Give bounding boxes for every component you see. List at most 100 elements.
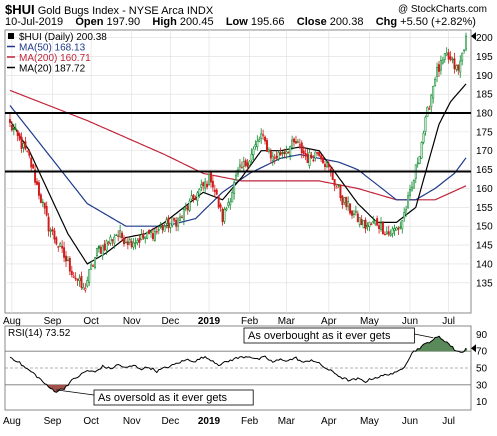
- rsi-y-tick-label: 50: [476, 364, 488, 375]
- candle-body: [380, 222, 382, 230]
- candle-body: [436, 67, 439, 77]
- candle-body: [264, 136, 267, 142]
- legend-label: MA(50) 168.13: [19, 43, 86, 54]
- candle-body: [428, 108, 431, 110]
- candle-body: [30, 157, 33, 168]
- candle-body: [169, 222, 172, 228]
- candle-body: [211, 180, 214, 188]
- candle-body: [63, 247, 66, 258]
- candle-body: [267, 149, 270, 152]
- price-y-tick-label: 155: [476, 203, 493, 214]
- candle-body: [223, 209, 226, 222]
- candle-body: [341, 195, 344, 205]
- candle-body: [254, 144, 257, 147]
- price-y-tick-label: 195: [476, 52, 493, 63]
- candle-body: [155, 231, 158, 233]
- candle-body: [343, 197, 346, 203]
- rsi-x-tick-label: Jul: [442, 416, 455, 427]
- candle-body: [14, 128, 17, 130]
- candle-body: [148, 229, 151, 235]
- candle-body: [192, 194, 195, 200]
- candle-body: [43, 202, 46, 209]
- open-value: 197.90: [106, 16, 141, 28]
- candle-body: [370, 223, 373, 226]
- candle-body: [323, 164, 326, 167]
- candle-body: [103, 243, 106, 251]
- candle-body: [12, 127, 15, 130]
- candle-body: [345, 196, 348, 207]
- candle-body: [153, 230, 156, 241]
- legend-label: MA(200) 160.71: [19, 53, 91, 64]
- price-x-tick-label: May: [360, 316, 379, 327]
- candle-body: [401, 220, 404, 230]
- candle-body: [260, 133, 263, 139]
- price-y-tick-label: 150: [476, 222, 493, 233]
- candle-body: [150, 231, 153, 233]
- candle-body: [432, 85, 435, 99]
- candle-body: [161, 224, 164, 231]
- candle-body: [26, 150, 29, 153]
- rsi-x-tick-label: Jun: [402, 416, 418, 427]
- candle-body: [132, 242, 135, 248]
- candle-body: [173, 217, 176, 221]
- candle-body: [364, 219, 367, 230]
- candle-body: [248, 160, 251, 166]
- price-y-tick-label: 160: [476, 184, 493, 195]
- candle-body: [316, 152, 319, 154]
- ma20-line: [9, 83, 467, 265]
- candle-body: [86, 280, 89, 287]
- candle-body: [32, 164, 35, 169]
- candle-body: [72, 275, 75, 278]
- legend-swatch: [8, 33, 14, 39]
- rsi-y-tick-label: 10: [476, 397, 488, 408]
- annotation-overbought: As overbought as it ever gets: [248, 330, 391, 342]
- candle-body: [426, 106, 429, 117]
- candle-body: [443, 53, 446, 60]
- candle-body: [399, 226, 402, 229]
- candle-body: [441, 59, 444, 64]
- low-value: 195.66: [250, 16, 285, 28]
- price-y-tick-label: 180: [476, 109, 493, 120]
- candle-body: [126, 241, 129, 245]
- date: 10-Jul-2019: [5, 16, 64, 28]
- price-y-tick-label: 200: [476, 33, 493, 44]
- candle-body: [403, 212, 406, 219]
- price-x-tick-label: Jul: [442, 316, 455, 327]
- candle-body: [34, 169, 37, 183]
- candle-body: [352, 213, 355, 216]
- price-y-tick-label: 185: [476, 90, 493, 101]
- candle-body: [358, 217, 361, 225]
- candle-body: [439, 60, 442, 71]
- candle-body: [302, 150, 305, 154]
- close-label: Close: [296, 16, 327, 28]
- candle-body: [180, 216, 183, 219]
- candle-body: [308, 152, 311, 166]
- candle-body: [37, 182, 40, 196]
- candle-body: [424, 116, 427, 132]
- candle-body: [347, 201, 350, 207]
- candle-body: [138, 238, 141, 243]
- candle-body: [360, 219, 363, 226]
- candle-body: [51, 228, 54, 232]
- candle-body: [206, 183, 209, 188]
- candle-body: [306, 154, 309, 163]
- candle-body: [298, 144, 301, 146]
- price-y-tick-label: 135: [476, 278, 493, 289]
- candle-body: [36, 181, 38, 185]
- candle-body: [393, 228, 396, 231]
- price-x-tick-label: Apr: [321, 316, 337, 327]
- candle-body: [418, 155, 421, 164]
- candle-body: [20, 136, 23, 149]
- rsi-x-tick-label: May: [360, 416, 379, 427]
- rsi-x-tick-label: Nov: [123, 416, 141, 427]
- price-x-tick-label: Nov: [123, 316, 141, 327]
- candle-body: [256, 140, 259, 148]
- candle-body: [74, 277, 77, 280]
- price-x-tick-label: Sep: [44, 316, 62, 327]
- candle-body: [383, 233, 386, 236]
- candle-body: [465, 35, 468, 50]
- rsi-x-tick-label: Apr: [321, 416, 337, 427]
- candle-body: [90, 264, 93, 270]
- candle-body: [266, 140, 268, 152]
